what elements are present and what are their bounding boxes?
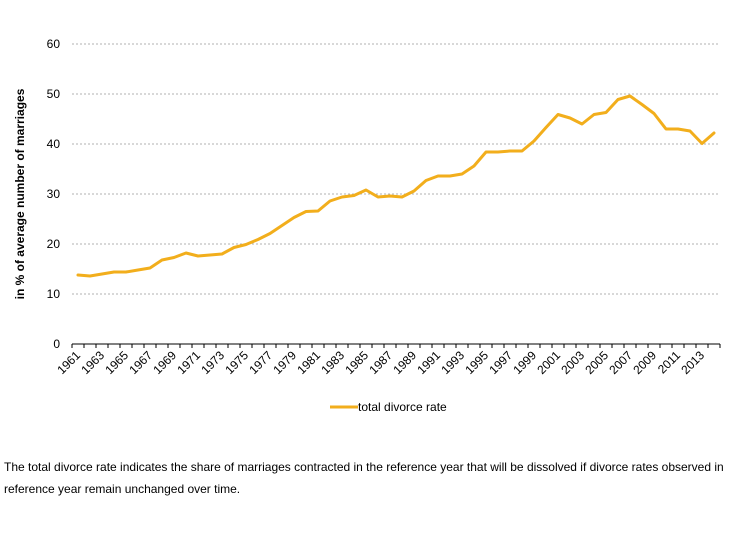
y-tick-label: 30 [47, 187, 61, 201]
x-tick-label: 1973 [198, 348, 227, 377]
y-tick-label: 40 [47, 137, 61, 151]
series-layer [76, 94, 716, 278]
gridlines [72, 43, 720, 295]
footnote-line-2: reference year remain unchanged over tim… [4, 482, 241, 496]
legend: total divorce rate [330, 400, 447, 414]
x-tick-label: 2001 [534, 348, 563, 377]
y-tick-label: 10 [47, 287, 61, 301]
footnote: The total divorce rate indicates the sha… [4, 456, 744, 500]
x-tick-label: 1965 [102, 348, 131, 377]
x-tick-label: 1991 [414, 348, 443, 377]
x-tick-label: 1983 [318, 348, 347, 377]
line-chart: 1961196319651967196919711973197519771979… [13, 37, 721, 414]
x-tick-label: 1993 [438, 348, 467, 377]
y-tick-label: 50 [47, 87, 61, 101]
x-tick-label: 2013 [678, 348, 707, 377]
y-tick-label: 20 [47, 237, 61, 251]
x-tick-label: 1997 [486, 348, 515, 377]
y-axis-label: in % of average number of marriages [13, 88, 27, 299]
y-tick-label: 0 [53, 337, 60, 351]
x-tick-label: 1995 [462, 348, 491, 377]
x-tick-label: 1975 [222, 348, 251, 377]
x-tick-label: 1979 [270, 348, 299, 377]
x-tick-label: 1981 [294, 348, 323, 377]
x-tick-label: 2003 [558, 348, 587, 377]
y-axis: 0 10 20 30 40 50 60 [47, 37, 61, 351]
x-tick-label: 2011 [655, 348, 683, 376]
x-tick-label: 1961 [54, 348, 83, 377]
footnote-line-1: The total divorce rate indicates the sha… [4, 460, 724, 474]
x-tick-label: 2007 [606, 348, 635, 377]
series-line-total-divorce-rate [76, 94, 716, 278]
y-tick-label: 60 [47, 37, 61, 51]
x-tick-label: 1969 [150, 348, 179, 377]
x-tick-label: 1967 [126, 348, 155, 377]
x-tick-label: 1971 [174, 348, 203, 377]
legend-label: total divorce rate [358, 400, 447, 414]
x-tick-label: 1999 [510, 348, 539, 377]
x-tick-label: 2009 [630, 348, 659, 377]
x-tick-label: 1989 [390, 348, 419, 377]
x-axis: 1961196319651967196919711973197519771979… [54, 343, 721, 377]
x-tick-label: 1977 [246, 348, 275, 377]
x-tick-label: 1963 [78, 348, 107, 377]
x-tick-label: 1987 [366, 348, 395, 377]
x-tick-label: 1985 [342, 348, 371, 377]
x-tick-label: 2005 [582, 348, 611, 377]
